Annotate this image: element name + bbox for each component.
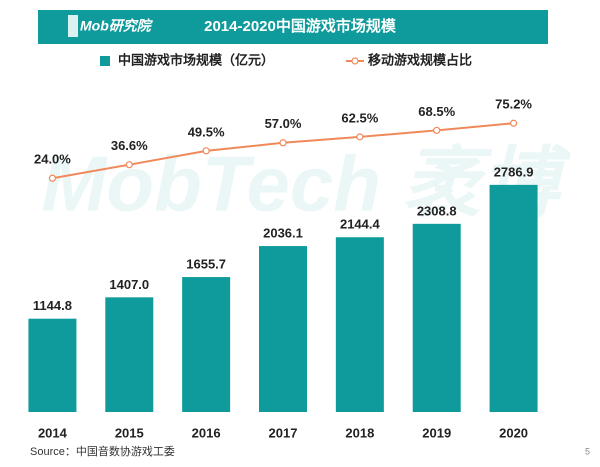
value-label: 36.6% [111,138,148,153]
x-tick-label: 2014 [38,425,68,440]
brand: Mob研究院 [80,18,154,34]
value-label: 2036.1 [263,225,303,240]
value-label: 49.5% [188,124,225,139]
legend-label: 移动游戏规模占比 [368,52,472,67]
watermark: MobTech 袤博 [41,140,571,228]
x-tick-label: 2019 [422,425,451,440]
source: Source：中国音数协游戏工委 [30,444,175,458]
value-label: 75.2% [495,97,532,112]
logo-icon [68,15,78,37]
legend-swatch [351,57,359,65]
point [356,133,364,141]
legend-swatch [100,56,110,66]
point [202,147,210,155]
x-tick-label: 2018 [345,425,374,440]
bar [412,223,461,412]
value-label: 24.0% [34,152,71,167]
point [279,139,287,147]
value-label: 2144.4 [340,217,381,232]
bar [335,237,384,412]
legend-label: 中国游戏市场规模（亿元） [118,52,274,67]
value-label: 62.5% [341,110,378,125]
x-tick-label: 2016 [192,425,221,440]
value-label: 68.5% [418,104,455,119]
value-label: 1655.7 [186,256,226,271]
point [48,174,57,182]
point [125,161,133,169]
bar [259,246,307,412]
bar [489,184,538,412]
header-bar [38,10,548,44]
point [433,126,441,135]
value-label: 2308.8 [417,203,457,218]
value-label: 2786.9 [494,164,534,179]
value-label: 1407.0 [109,277,149,292]
x-tick-label: 2020 [499,425,528,440]
bar [182,277,231,412]
value-label: 1144.8 [33,298,72,313]
value-label: 57.0% [265,116,302,131]
x-tick-label: 2017 [269,425,298,440]
bar [105,297,154,412]
bar [28,318,77,412]
x-tick-label: 2015 [115,425,144,440]
page-number: 5 [585,446,590,456]
point [509,119,518,127]
chart-title: 2014-2020中国游戏市场规模 [204,17,397,35]
